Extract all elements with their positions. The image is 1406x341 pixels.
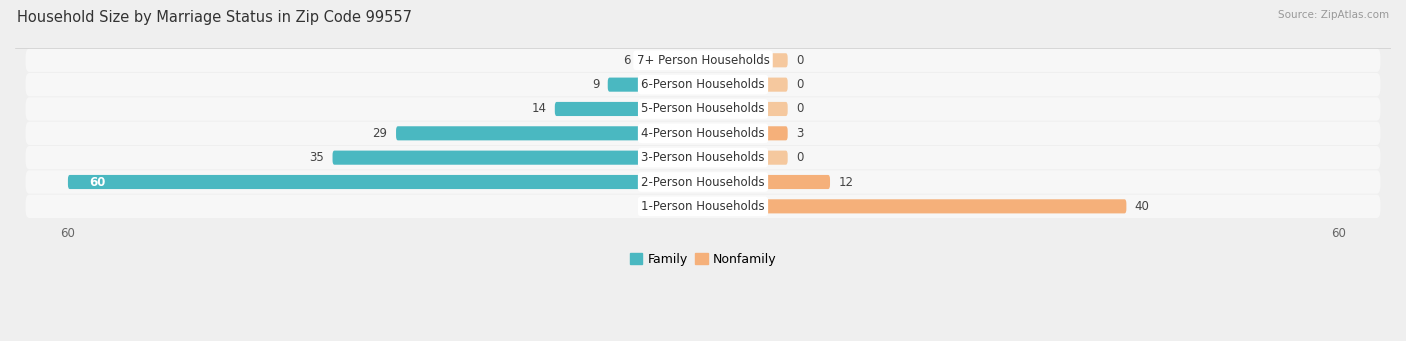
FancyBboxPatch shape <box>25 73 1381 96</box>
FancyBboxPatch shape <box>640 53 703 68</box>
Text: 14: 14 <box>531 103 547 116</box>
Text: Household Size by Marriage Status in Zip Code 99557: Household Size by Marriage Status in Zip… <box>17 10 412 25</box>
FancyBboxPatch shape <box>67 175 703 189</box>
Legend: Family, Nonfamily: Family, Nonfamily <box>624 248 782 271</box>
FancyBboxPatch shape <box>703 53 787 68</box>
Text: Source: ZipAtlas.com: Source: ZipAtlas.com <box>1278 10 1389 20</box>
Text: 2-Person Households: 2-Person Households <box>641 176 765 189</box>
Text: 0: 0 <box>796 103 803 116</box>
Text: 7+ Person Households: 7+ Person Households <box>637 54 769 67</box>
FancyBboxPatch shape <box>25 122 1381 145</box>
Text: 40: 40 <box>1135 200 1150 213</box>
Text: 1-Person Households: 1-Person Households <box>641 200 765 213</box>
FancyBboxPatch shape <box>555 102 703 116</box>
Text: 0: 0 <box>796 78 803 91</box>
FancyBboxPatch shape <box>25 195 1381 218</box>
FancyBboxPatch shape <box>703 77 787 92</box>
Text: 6-Person Households: 6-Person Households <box>641 78 765 91</box>
FancyBboxPatch shape <box>396 126 703 140</box>
Text: 5-Person Households: 5-Person Households <box>641 103 765 116</box>
Text: 6: 6 <box>623 54 631 67</box>
Text: 0: 0 <box>796 54 803 67</box>
FancyBboxPatch shape <box>703 175 830 189</box>
Text: 3-Person Households: 3-Person Households <box>641 151 765 164</box>
FancyBboxPatch shape <box>25 146 1381 169</box>
FancyBboxPatch shape <box>25 170 1381 194</box>
FancyBboxPatch shape <box>703 199 1126 213</box>
FancyBboxPatch shape <box>703 126 787 140</box>
Text: 29: 29 <box>373 127 388 140</box>
Text: 3: 3 <box>796 127 803 140</box>
Text: 12: 12 <box>838 176 853 189</box>
FancyBboxPatch shape <box>607 77 703 92</box>
FancyBboxPatch shape <box>703 151 787 165</box>
FancyBboxPatch shape <box>25 49 1381 72</box>
Text: 60: 60 <box>89 176 105 189</box>
FancyBboxPatch shape <box>703 102 787 116</box>
Text: 35: 35 <box>309 151 323 164</box>
FancyBboxPatch shape <box>333 151 703 165</box>
Text: 0: 0 <box>796 151 803 164</box>
FancyBboxPatch shape <box>25 97 1381 121</box>
Text: 9: 9 <box>592 78 599 91</box>
Text: 4-Person Households: 4-Person Households <box>641 127 765 140</box>
